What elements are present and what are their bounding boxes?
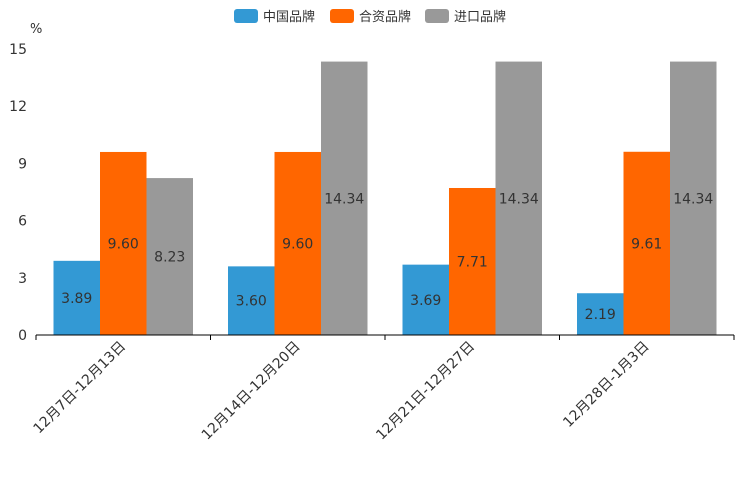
data-label: 9.61: [631, 236, 662, 252]
data-label: 3.69: [410, 293, 441, 309]
bar: [495, 61, 542, 336]
x-tick-label: 12月28日-1月3日: [560, 339, 652, 431]
bar: [100, 151, 147, 335]
bar: [577, 293, 624, 335]
bar: [274, 151, 321, 335]
x-tick-label: 12月7日-12月13日: [31, 339, 130, 438]
bar: [53, 260, 100, 335]
legend-label[interactable]: 合资品牌: [359, 9, 411, 25]
bar: [228, 266, 275, 335]
data-label: 14.34: [673, 191, 713, 207]
bar: [321, 61, 368, 336]
bar: [146, 178, 193, 335]
bar: [623, 151, 670, 335]
legend: 中国品牌 合资品牌 进口品牌: [234, 9, 506, 25]
y-tick-label: 15: [9, 42, 27, 58]
data-label: 9.60: [108, 236, 139, 252]
data-label: 8.23: [154, 250, 185, 266]
y-tick-label: 6: [18, 214, 27, 230]
data-label: 7.71: [457, 254, 488, 270]
data-label: 3.60: [236, 294, 267, 310]
y-tick-label: 12: [9, 99, 27, 115]
bar: [670, 61, 717, 336]
y-tick-label: 9: [18, 156, 27, 172]
x-axis: 12月7日-12月13日 12月14日-12月20日 12月21日-12月27日 12…: [31, 334, 735, 444]
y-axis-label: %: [30, 22, 42, 37]
x-tick-label: 12月14日-12月20日: [199, 339, 304, 444]
legend-swatch[interactable]: [425, 9, 449, 23]
data-labels-layer: 3.89 9.60 8.23 3.60 9.60 14.34 3.69 7.71 14.34 2.…: [61, 191, 713, 323]
y-axis: 0 3 6 9 12 15: [9, 42, 27, 344]
legend-label[interactable]: 中国品牌: [263, 9, 315, 25]
y-tick-label: 3: [18, 271, 27, 287]
legend-swatch[interactable]: [330, 9, 354, 23]
bars-layer: [53, 61, 717, 336]
data-label: 14.34: [499, 191, 539, 207]
legend-swatch[interactable]: [234, 9, 258, 23]
bar: [402, 264, 449, 335]
data-label: 2.19: [585, 307, 616, 323]
data-label: 3.89: [61, 291, 92, 307]
y-tick-label: 0: [18, 328, 27, 344]
bar: [449, 187, 496, 335]
data-label: 14.34: [324, 191, 364, 207]
data-label: 9.60: [282, 236, 313, 252]
legend-label[interactable]: 进口品牌: [454, 9, 506, 25]
x-tick-label: 12月21日-12月27日: [373, 339, 478, 444]
